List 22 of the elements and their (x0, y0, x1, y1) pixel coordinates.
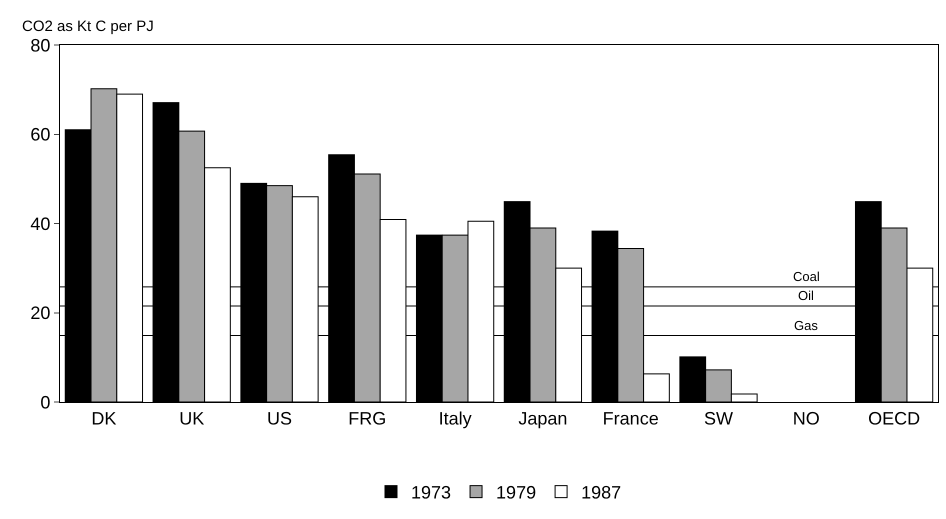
x-tick-label: France (602, 408, 659, 429)
y-tick-label: 40 (30, 214, 50, 234)
x-tick-label: Japan (518, 408, 568, 429)
y-tick-label: 0 (40, 392, 50, 412)
legend-label: 1973 (411, 482, 452, 503)
ref-line-label: Oil (798, 288, 814, 303)
x-tick-label: FRG (348, 408, 386, 429)
x-tick-label: UK (179, 408, 204, 429)
ref-line-label: Coal (793, 269, 820, 284)
x-tick-label: NO (792, 408, 820, 429)
x-tick-label: SW (704, 408, 734, 429)
legend-label: 1979 (496, 482, 536, 503)
x-tick-label: OECD (868, 408, 920, 429)
y-tick-label: 80 (30, 35, 50, 56)
y-tick-label: 20 (30, 303, 50, 324)
y-axis-title: CO2 as Kt C per PJ (22, 18, 154, 35)
legend-label: 1987 (581, 482, 622, 503)
x-tick-label: Italy (438, 408, 472, 429)
x-tick-label: DK (91, 408, 116, 429)
y-tick-label: 60 (30, 124, 50, 145)
ref-line-label: Gas (794, 318, 818, 333)
x-tick-label: US (266, 408, 292, 429)
